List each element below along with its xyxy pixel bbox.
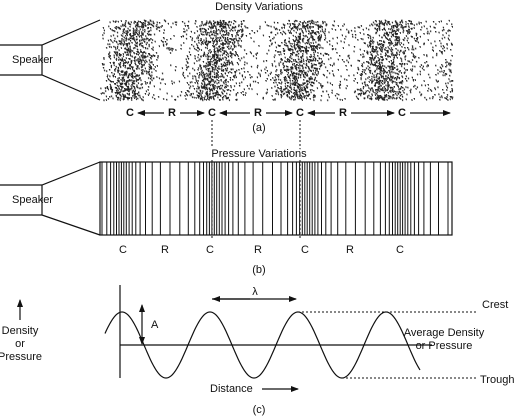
- cr-label: R: [254, 107, 262, 119]
- cr-label: C: [398, 107, 406, 119]
- cr-label: R: [161, 244, 169, 256]
- speaker-label: Speaker: [12, 54, 53, 66]
- cr-label: C: [119, 244, 127, 256]
- cr-label: R: [168, 107, 176, 119]
- speaker-shape: [0, 161, 101, 236]
- cr-label: C: [296, 107, 304, 119]
- cr-label: C: [208, 107, 216, 119]
- caption: (c): [253, 404, 266, 416]
- trough-label: Trough: [480, 374, 514, 386]
- caption: (a): [252, 122, 265, 134]
- cr-label: R: [254, 244, 262, 256]
- panel-title: Density Variations: [215, 1, 303, 13]
- crest-label: Crest: [482, 299, 508, 311]
- cr-label: R: [339, 107, 347, 119]
- stipple: [100, 19, 454, 102]
- cr-label: R: [346, 244, 354, 256]
- panel-title: Pressure Variations: [211, 148, 307, 160]
- y-label: or: [15, 338, 25, 350]
- average-label: or Pressure: [416, 340, 473, 352]
- x-label: Distance: [210, 383, 253, 395]
- cr-label: C: [396, 244, 404, 256]
- wave: [104, 311, 421, 379]
- wavelength-label: λ: [252, 286, 258, 298]
- caption: (b): [252, 264, 265, 276]
- y-label: Density: [2, 325, 39, 337]
- pressure-line: [101, 162, 449, 235]
- y-label: Pressure: [0, 351, 42, 363]
- amplitude-label: A: [151, 319, 159, 331]
- pressure-tube: [99, 161, 453, 236]
- density-tube: [100, 19, 454, 102]
- cr-label: C: [301, 244, 309, 256]
- speaker-shape: [0, 19, 101, 101]
- cr-label: C: [206, 244, 214, 256]
- cr-label: C: [126, 107, 134, 119]
- pressure-lines: [101, 162, 449, 235]
- speaker-label: Speaker: [12, 194, 53, 206]
- average-label: Average Density: [404, 327, 485, 339]
